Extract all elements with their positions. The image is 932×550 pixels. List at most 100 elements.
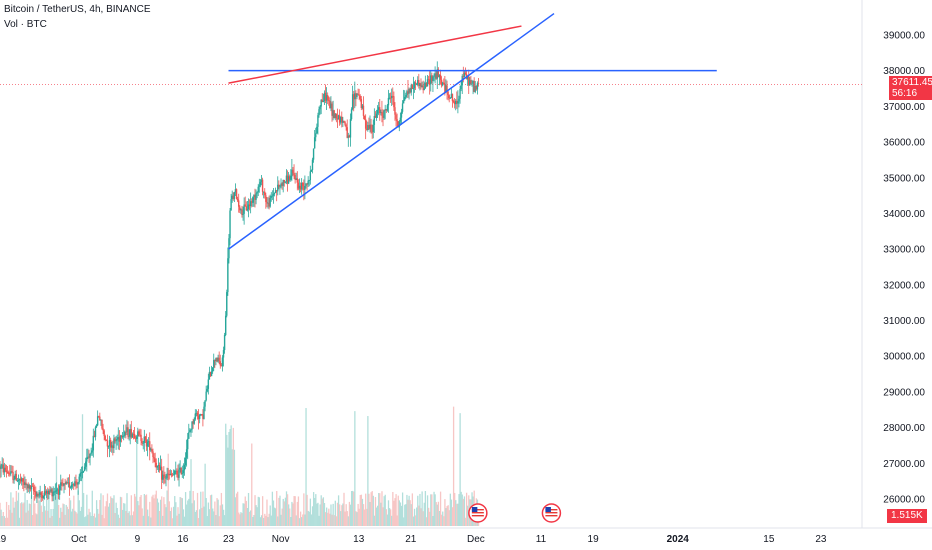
volume-bar <box>237 491 239 526</box>
volume-bar <box>390 509 392 526</box>
volume-bar <box>253 515 255 526</box>
candle-body <box>279 186 281 188</box>
volume-bar <box>1 515 3 526</box>
volume-bar <box>401 492 404 526</box>
volume-bar <box>197 518 200 526</box>
candle-body <box>118 437 121 442</box>
candle-body <box>29 485 32 490</box>
x-tick-label: 13 <box>353 534 365 545</box>
volume-bar <box>102 495 104 526</box>
candle-body <box>168 474 170 476</box>
volume-bar <box>383 496 385 526</box>
volume-bar <box>443 516 445 526</box>
candle-body <box>215 358 217 362</box>
volume-bar <box>411 493 414 526</box>
volume-bar <box>464 517 467 526</box>
candle-body <box>349 119 352 138</box>
candle-body <box>417 79 419 85</box>
volume-bar <box>335 516 338 526</box>
volume-bar <box>4 517 7 526</box>
candle-body <box>458 98 460 102</box>
candle-body <box>296 178 299 183</box>
candle-body <box>381 112 383 116</box>
candle-body <box>466 76 469 80</box>
volume-bar <box>72 508 74 526</box>
us-flag-event-icon[interactable] <box>468 503 488 523</box>
volume-bar <box>216 498 218 526</box>
x-tick-label: 23 <box>815 534 827 545</box>
candle-body <box>476 83 479 90</box>
volume-bar <box>137 501 139 526</box>
volume-bar <box>244 496 246 526</box>
candle-body <box>345 124 347 128</box>
candle-body <box>344 121 346 125</box>
candle-body <box>291 169 293 176</box>
volume-bar <box>88 508 90 526</box>
volume-bar <box>33 495 35 526</box>
volume-legend[interactable]: Vol · BTC <box>4 19 47 30</box>
volume-bar <box>5 501 8 526</box>
volume-bar <box>104 506 106 526</box>
candle-body <box>447 91 449 96</box>
candle-body <box>160 466 163 480</box>
volume-bar <box>291 501 293 526</box>
candle-body <box>455 100 457 105</box>
candle-body <box>91 450 93 453</box>
y-tick-label: 32000.00 <box>883 280 925 291</box>
candle-body <box>409 89 411 93</box>
volume-bar <box>0 509 2 526</box>
candle-body <box>177 474 179 478</box>
candle-body <box>99 416 101 421</box>
candle-body <box>179 467 181 470</box>
volume-bar <box>420 508 422 526</box>
volume-bar <box>414 515 417 526</box>
candle-body <box>182 470 185 474</box>
volume-bar <box>454 492 456 526</box>
volume-bar <box>154 494 156 526</box>
candle-body <box>330 103 332 109</box>
y-tick-label: 33000.00 <box>883 245 925 256</box>
volume-bar <box>296 501 298 526</box>
candle-body <box>386 105 389 111</box>
volume-bar <box>214 501 216 526</box>
volume-bar <box>62 503 64 526</box>
x-tick-label: 21 <box>405 534 417 545</box>
volume-bar <box>84 517 86 526</box>
symbol-legend[interactable]: Bitcoin / TetherUS, 4h, BINANCE <box>4 4 151 15</box>
volume-bar <box>240 512 242 526</box>
candle-body <box>67 482 70 484</box>
candle-body <box>87 456 89 458</box>
candle-body <box>384 109 386 111</box>
volume-bar <box>424 491 427 526</box>
candle-body <box>245 206 248 211</box>
candle-body <box>189 430 191 433</box>
us-flag-event-icon[interactable] <box>541 503 562 523</box>
volume-bar <box>463 496 466 526</box>
candle-body <box>114 438 116 442</box>
candle-body <box>221 357 224 367</box>
candle-body <box>415 84 418 86</box>
candle-body <box>23 481 25 485</box>
candle-body <box>163 474 165 476</box>
volume-bar <box>179 497 181 526</box>
candle-body <box>399 117 402 122</box>
candle-body <box>273 192 276 195</box>
volume-bar <box>159 499 162 526</box>
x-tick-label: Nov <box>272 534 290 545</box>
volume-bar <box>193 500 195 526</box>
candle-body <box>446 85 448 92</box>
candle-body <box>372 124 374 132</box>
candle-body <box>285 175 288 182</box>
candle-body <box>323 92 326 102</box>
volume-bar <box>456 503 458 526</box>
volume-bar <box>446 506 448 526</box>
volume-bar <box>281 508 283 526</box>
volume-bar <box>231 449 233 526</box>
volume-bar <box>74 510 76 526</box>
volume-bar <box>354 411 356 526</box>
candle-body <box>253 195 255 198</box>
volume-bar <box>133 493 136 526</box>
candle-body <box>262 191 265 193</box>
candle-body <box>329 100 331 109</box>
